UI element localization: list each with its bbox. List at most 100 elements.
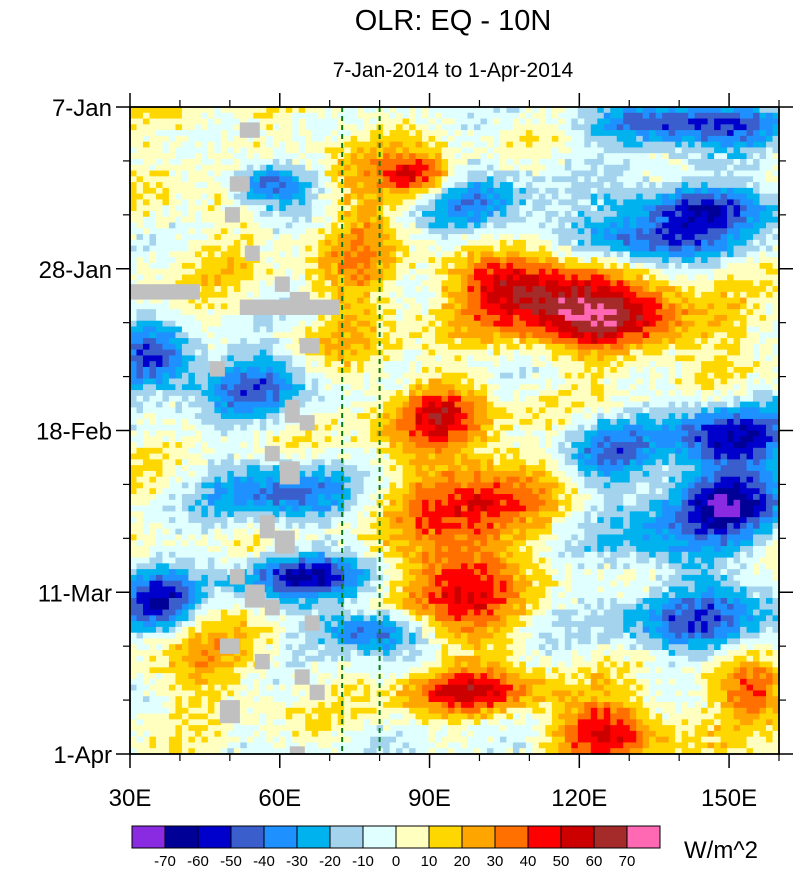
- heatmap-cell: [240, 366, 248, 374]
- heatmap-cell: [759, 280, 767, 287]
- heatmap-cell: [759, 320, 767, 328]
- heatmap-cell: [772, 343, 779, 351]
- heatmap-cell: [246, 141, 254, 149]
- heatmap-cell: [136, 170, 144, 177]
- heatmap-cell: [473, 135, 482, 143]
- heatmap-cell: [130, 384, 138, 391]
- heatmap-cell: [266, 210, 274, 218]
- heatmap-cell: [383, 176, 391, 183]
- heatmap-cell: [318, 182, 326, 189]
- heatmap-cell: [701, 378, 709, 385]
- heatmap-cell: [298, 164, 306, 172]
- heatmap-cell: [142, 262, 151, 270]
- heatmap-cell: [422, 147, 430, 154]
- heatmap-cell: [681, 268, 689, 276]
- heatmap-cell: [720, 343, 728, 351]
- heatmap-cell: [357, 332, 365, 339]
- heatmap-cell: [162, 309, 170, 316]
- heatmap-cell: [714, 262, 722, 270]
- heatmap-cell: [357, 309, 365, 316]
- heatmap-cell: [246, 176, 254, 183]
- heatmap-cell: [662, 332, 670, 339]
- heatmap-cell: [512, 164, 520, 172]
- heatmap-cell: [188, 245, 196, 253]
- heatmap-cell: [772, 170, 779, 177]
- heatmap-cell: [389, 274, 397, 281]
- heatmap-cell: [499, 291, 508, 299]
- heatmap-cell: [428, 262, 436, 270]
- heatmap-cell: [149, 107, 157, 114]
- heatmap-cell: [564, 228, 572, 235]
- heatmap-cell: [480, 158, 488, 166]
- heatmap-cell: [136, 193, 144, 201]
- heatmap-cell: [753, 355, 761, 362]
- heatmap-cell: [525, 130, 533, 137]
- heatmap-cell: [506, 153, 514, 160]
- heatmap-cell: [506, 182, 514, 189]
- heatmap-cell: [441, 216, 449, 224]
- heatmap-cell: [214, 234, 222, 241]
- heatmap-cell: [240, 257, 248, 264]
- heatmap-cell: [519, 286, 527, 293]
- heatmap-cell: [558, 210, 566, 218]
- heatmap-cell: [194, 112, 202, 120]
- heatmap-cell: [597, 384, 605, 391]
- heatmap-cell: [655, 314, 663, 322]
- heatmap-cell: [428, 176, 436, 183]
- heatmap-cell: [318, 268, 326, 276]
- heatmap-cell: [759, 257, 767, 264]
- heatmap-cell: [272, 332, 280, 339]
- heatmap-cell: [701, 274, 709, 281]
- heatmap-cell: [162, 378, 170, 385]
- heatmap-cell: [422, 153, 430, 160]
- heatmap-cell: [363, 291, 371, 299]
- heatmap-cell: [363, 222, 371, 229]
- heatmap-cell: [448, 153, 456, 160]
- heatmap-cell: [389, 338, 397, 345]
- heatmap-cell: [597, 332, 605, 339]
- heatmap-cell: [344, 112, 352, 120]
- heatmap-cell: [629, 234, 637, 241]
- heatmap-cell: [753, 366, 761, 374]
- heatmap-cell: [357, 222, 365, 229]
- heatmap-cell: [733, 130, 741, 137]
- heatmap-cell: [688, 332, 696, 339]
- heatmap-cell: [422, 303, 430, 310]
- heatmap-cell: [655, 107, 663, 114]
- heatmap-cell: [448, 366, 456, 374]
- heatmap-cell: [460, 378, 469, 385]
- heatmap-cell: [616, 176, 624, 183]
- heatmap-cell: [460, 130, 469, 137]
- heatmap-cell: [428, 378, 436, 385]
- heatmap-cell: [337, 245, 345, 253]
- heatmap-cell: [753, 297, 761, 305]
- heatmap-cell: [766, 210, 774, 218]
- heatmap-cell: [460, 216, 469, 224]
- heatmap-cell: [636, 280, 644, 287]
- heatmap-cell: [175, 326, 183, 333]
- heatmap-cell: [363, 251, 371, 258]
- heatmap-cell: [499, 124, 508, 131]
- heatmap-cell: [590, 268, 598, 276]
- heatmap-cell: [149, 164, 157, 172]
- heatmap-cell: [227, 303, 235, 310]
- heatmap-cell: [681, 384, 689, 391]
- heatmap-cell: [136, 303, 144, 310]
- heatmap-cell: [220, 112, 228, 120]
- heatmap-cell: [272, 222, 280, 229]
- heatmap-cell: [623, 222, 631, 229]
- heatmap-cell: [753, 130, 761, 137]
- heatmap-cell: [597, 187, 605, 195]
- heatmap-cell: [396, 164, 404, 172]
- heatmap-cell: [584, 176, 592, 183]
- heatmap-cell: [564, 130, 572, 137]
- heatmap-cell: [772, 262, 779, 270]
- heatmap-cell: [662, 286, 670, 293]
- heatmap-cell: [207, 164, 215, 172]
- heatmap-cell: [616, 158, 624, 166]
- heatmap-cell: [480, 338, 488, 345]
- heatmap-cell: [629, 372, 637, 380]
- heatmap-cell: [162, 199, 170, 206]
- heatmap-cell: [246, 349, 254, 357]
- heatmap-cell: [636, 355, 644, 362]
